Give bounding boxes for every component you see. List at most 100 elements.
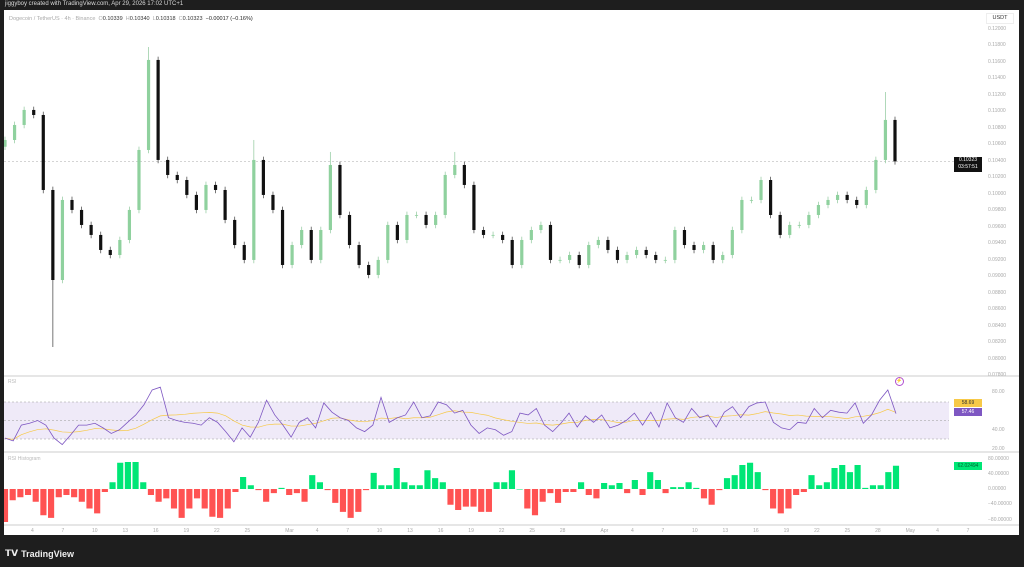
time-axis-label: 16 [753, 528, 759, 534]
candle-body [127, 209, 132, 240]
price-axis-label: 0.11400 [988, 75, 1006, 81]
current-price-label: 0.10323 03:57:51 [954, 157, 982, 172]
histogram-bar [800, 489, 807, 492]
histogram-bar [493, 482, 500, 489]
candle-body [807, 214, 811, 225]
price-axis-label: 0.08600 [988, 306, 1007, 312]
candle-body [357, 245, 361, 265]
histogram-bar [94, 489, 101, 514]
histogram-bar [216, 489, 224, 518]
time-axis-label: 7 [61, 528, 65, 534]
histogram-bar [762, 489, 769, 491]
histogram-bar [593, 489, 600, 499]
currency-unit-button[interactable]: USDT [986, 13, 1014, 24]
histogram-bar [608, 485, 615, 489]
histogram-bar [416, 485, 423, 489]
candle-body [835, 194, 840, 200]
histogram-bar [24, 489, 32, 495]
brand-name: TradingView [21, 548, 74, 559]
histogram-bar [324, 489, 331, 491]
histogram-bar [524, 489, 531, 509]
candle-body [692, 245, 696, 250]
candle-body [405, 214, 409, 240]
candle-body [146, 59, 151, 150]
candle-body [166, 159, 170, 175]
candle-body [89, 224, 93, 235]
histogram-pane-title[interactable]: RSI Histogram [8, 456, 41, 462]
histogram-bar [247, 485, 254, 489]
candle-body [558, 259, 562, 261]
rsi-pane-title[interactable]: RSI [8, 379, 17, 385]
histogram-axis-label: 80.00000 [988, 456, 1009, 462]
candle-body [826, 199, 830, 205]
histogram-bar [439, 482, 446, 489]
low-value: 0.10318 [155, 16, 176, 22]
time-axis-label: 10 [692, 528, 698, 534]
candle-body [300, 229, 304, 246]
candle-body [137, 149, 141, 210]
histogram-bar [432, 478, 439, 489]
candle-body [41, 114, 45, 190]
histogram-bar [355, 489, 362, 512]
histogram-bar [662, 489, 669, 494]
symbol-legend: Dogecoin / TetherUS · 4h · Binance O0.10… [9, 16, 253, 22]
candle-body [730, 229, 734, 255]
histogram-bar [55, 489, 62, 498]
candle-body [472, 184, 476, 230]
chart-canvas[interactable] [4, 10, 1019, 535]
symbol-name[interactable]: Dogecoin / TetherUS · 4h · Binance [9, 16, 96, 22]
lightning-icon[interactable]: ⚡ [895, 377, 904, 386]
price-axis-label: 0.12000 [988, 25, 1007, 32]
close-value: 0.10323 [182, 16, 203, 22]
histogram-bar [700, 489, 708, 499]
candle-body [108, 249, 112, 255]
candle-body [768, 179, 773, 215]
time-axis-label: 28 [559, 528, 566, 534]
candle-body [682, 229, 687, 246]
candle-body [376, 259, 380, 275]
time-axis-label: 7 [346, 528, 350, 534]
histogram-bar [816, 485, 823, 489]
histogram-bar [309, 475, 316, 489]
histogram-bar [877, 485, 884, 489]
histogram-bar [163, 489, 170, 499]
histogram-bar [201, 489, 208, 509]
time-axis-label: 7 [661, 528, 665, 534]
candle-body [462, 164, 466, 185]
histogram-bar [547, 489, 554, 494]
price-axis-label: 0.08000 [988, 355, 1007, 362]
histogram-bar [155, 489, 162, 502]
histogram-bar [63, 489, 70, 495]
histogram-bar [746, 462, 754, 489]
candle-body [252, 159, 256, 260]
histogram-bar [470, 489, 477, 507]
histogram-bar [270, 489, 277, 494]
candle-body [386, 224, 390, 260]
chart-frame[interactable]: Dogecoin / TetherUS · 4h · Binance O0.10… [4, 10, 1019, 535]
close-key: C [178, 16, 183, 22]
candle-body [702, 245, 706, 250]
candle-body [816, 204, 821, 215]
histogram-bar [731, 475, 738, 489]
open-value: 0.10339 [102, 16, 123, 22]
histogram-bar [401, 482, 408, 489]
candle-body [70, 199, 74, 210]
rsi-line [4, 386, 897, 446]
histogram-bar [723, 478, 731, 489]
candle-body [606, 239, 610, 250]
candle-body [395, 224, 399, 240]
histogram-bar [501, 482, 508, 489]
candle-body [577, 254, 581, 265]
candle-body [481, 229, 486, 235]
price-axis-label: 0.09200 [988, 256, 1007, 263]
candle-body [328, 164, 332, 230]
time-axis-label: Mar [285, 528, 294, 534]
candle-body [788, 224, 792, 235]
time-axis-label: 22 [214, 528, 220, 534]
histogram-bar [562, 489, 569, 492]
histogram-bar [770, 489, 777, 509]
histogram-bar [585, 489, 592, 495]
candle-body [501, 234, 505, 240]
histogram-bar [846, 472, 853, 489]
price-axis-label: 0.11000 [988, 108, 1006, 114]
